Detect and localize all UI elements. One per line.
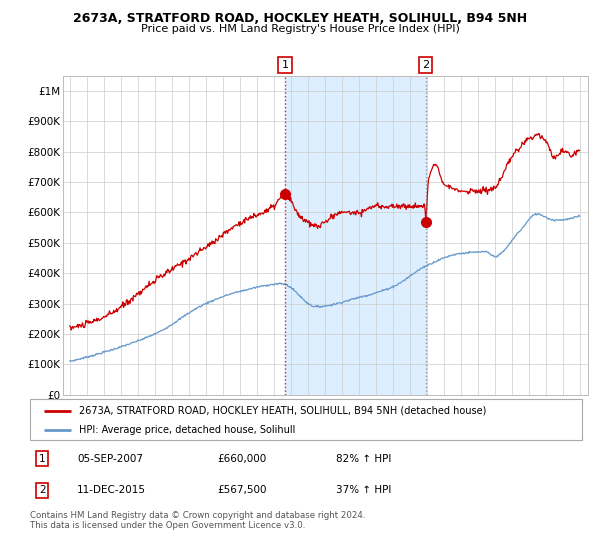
Bar [285,76,425,395]
Text: 05-SEP-2007: 05-SEP-2007 [77,454,143,464]
Text: 82% ↑ HPI: 82% ↑ HPI [337,454,392,464]
Text: 2673A, STRATFORD ROAD, HOCKLEY HEATH, SOLIHULL, B94 5NH: 2673A, STRATFORD ROAD, HOCKLEY HEATH, SO… [73,12,527,25]
Text: 37% ↑ HPI: 37% ↑ HPI [337,486,392,496]
Text: £660,000: £660,000 [218,454,267,464]
Text: 11-DEC-2015: 11-DEC-2015 [77,486,146,496]
Text: 1: 1 [281,60,289,70]
Text: HPI: Average price, detached house, Solihull: HPI: Average price, detached house, Soli… [79,424,295,435]
Text: £567,500: £567,500 [218,486,267,496]
Text: 2: 2 [422,60,429,70]
Text: Price paid vs. HM Land Registry's House Price Index (HPI): Price paid vs. HM Land Registry's House … [140,24,460,34]
Text: 2673A, STRATFORD ROAD, HOCKLEY HEATH, SOLIHULL, B94 5NH (detached house): 2673A, STRATFORD ROAD, HOCKLEY HEATH, SO… [79,405,486,416]
Text: 1: 1 [39,454,46,464]
FancyBboxPatch shape [30,399,582,440]
Text: Contains HM Land Registry data © Crown copyright and database right 2024.
This d: Contains HM Land Registry data © Crown c… [30,511,365,530]
Text: 2: 2 [39,486,46,496]
